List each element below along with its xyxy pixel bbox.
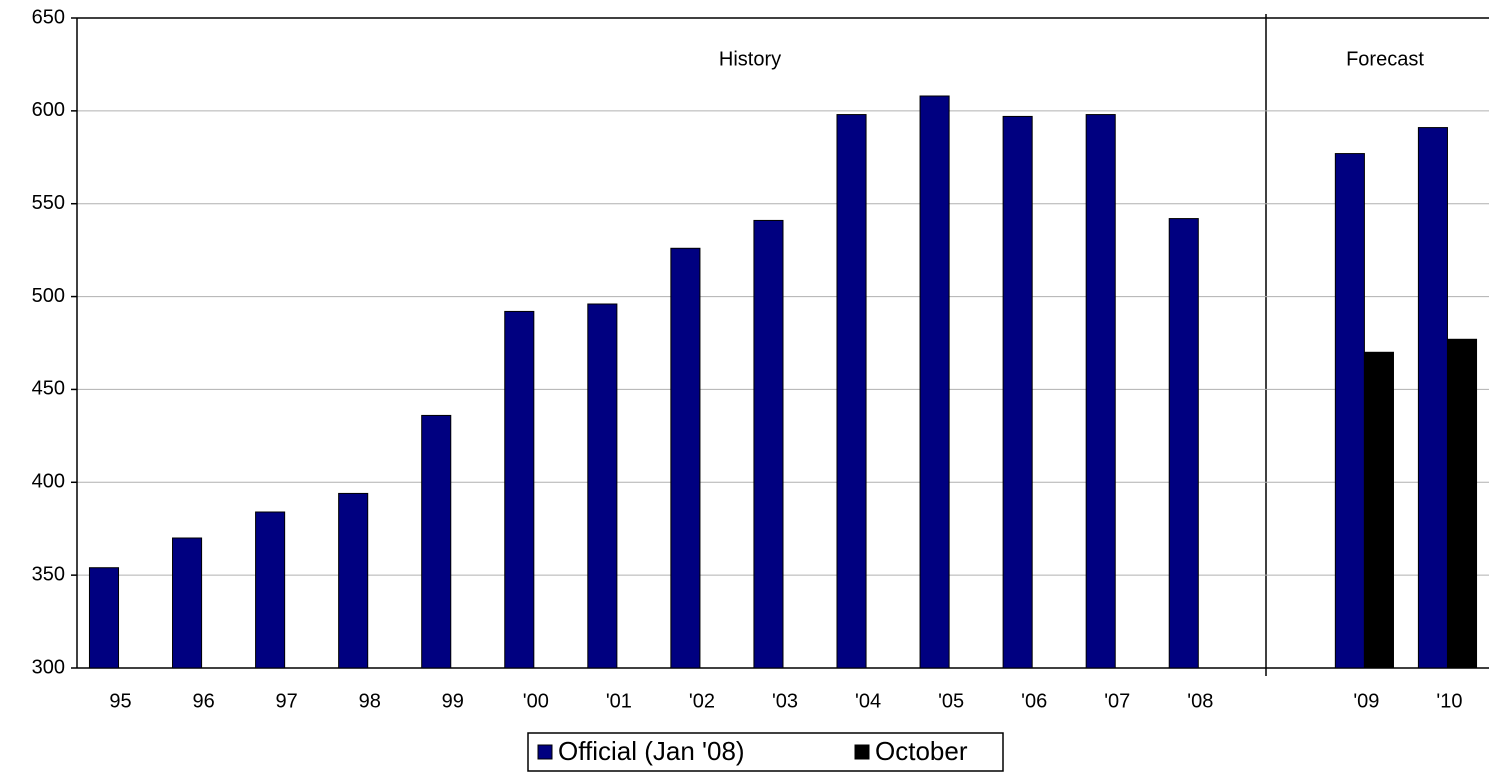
bar	[587, 303, 618, 669]
bar	[421, 414, 452, 669]
x-tick-label: '09	[1353, 690, 1379, 712]
bar	[836, 114, 867, 669]
y-tick-label: 650	[32, 6, 65, 28]
bar	[670, 247, 701, 669]
y-tick-label: 450	[32, 378, 65, 400]
x-tick-label: '03	[772, 690, 798, 712]
y-tick-label: 300	[32, 656, 65, 678]
bar	[1002, 115, 1033, 669]
bar	[255, 511, 286, 669]
legend-swatch	[854, 744, 870, 760]
legend-label: October	[875, 736, 968, 766]
bar	[1085, 114, 1116, 669]
bar	[1334, 153, 1365, 669]
x-tick-label: '01	[606, 690, 632, 712]
x-tick-label: '10	[1436, 690, 1462, 712]
bar	[1363, 351, 1394, 669]
bar	[919, 95, 950, 669]
forecast-annotation: Forecast	[1346, 48, 1424, 70]
x-tick-label: '04	[855, 690, 881, 712]
x-tick-label: '06	[1021, 690, 1047, 712]
x-tick-label: 97	[276, 690, 298, 712]
y-tick-label: 350	[32, 563, 65, 585]
history-annotation: History	[719, 48, 781, 70]
x-tick-label: 99	[442, 690, 464, 712]
x-tick-label: '07	[1104, 690, 1130, 712]
legend-box	[527, 732, 1004, 772]
legend-swatch	[537, 744, 553, 760]
y-tick-label: 550	[32, 192, 65, 214]
x-tick-label: 96	[192, 690, 214, 712]
x-tick-label: '00	[523, 690, 549, 712]
legend-label: Official (Jan '08)	[558, 736, 745, 766]
x-tick-label: '08	[1187, 690, 1213, 712]
x-tick-label: '02	[689, 690, 715, 712]
bar	[88, 567, 120, 669]
x-tick-label: '05	[938, 690, 964, 712]
bar	[1417, 127, 1448, 669]
y-tick-label: 500	[32, 285, 65, 307]
bar	[338, 492, 369, 669]
y-tick-label: 600	[32, 99, 65, 121]
bar	[504, 310, 535, 669]
bar	[1168, 218, 1199, 669]
y-tick-label: 400	[32, 471, 65, 493]
bar	[753, 219, 784, 669]
bar	[1446, 338, 1478, 669]
x-tick-label: 98	[359, 690, 381, 712]
x-tick-label: 95	[109, 690, 131, 712]
bar	[172, 537, 203, 669]
